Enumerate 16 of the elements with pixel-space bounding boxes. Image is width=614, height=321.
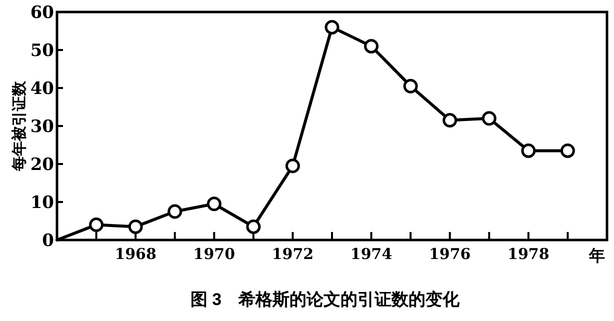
x-tick-label: 1976: [428, 245, 471, 263]
x-tick-label: 1974: [350, 245, 392, 263]
y-tick-label: 60: [30, 3, 54, 23]
y-tick-label: 10: [30, 193, 54, 213]
x-tick-label: 1978: [508, 245, 550, 263]
y-tick-label: 20: [30, 155, 54, 175]
x-tick-label: 1968: [114, 245, 156, 263]
y-axis-title: 每年被引证数: [11, 80, 28, 172]
y-tick-label: 40: [30, 79, 54, 99]
x-axis-title: 年: [588, 247, 605, 265]
x-tick-label: 1972: [272, 245, 314, 263]
y-tick-label: 30: [30, 117, 54, 137]
y-tick-label: 0: [42, 231, 54, 251]
text: 图 3 希格斯的论文的引证数的变化: [190, 290, 461, 309]
x-tick-label: 1970: [193, 245, 236, 263]
y-tick-label: 50: [30, 41, 54, 61]
